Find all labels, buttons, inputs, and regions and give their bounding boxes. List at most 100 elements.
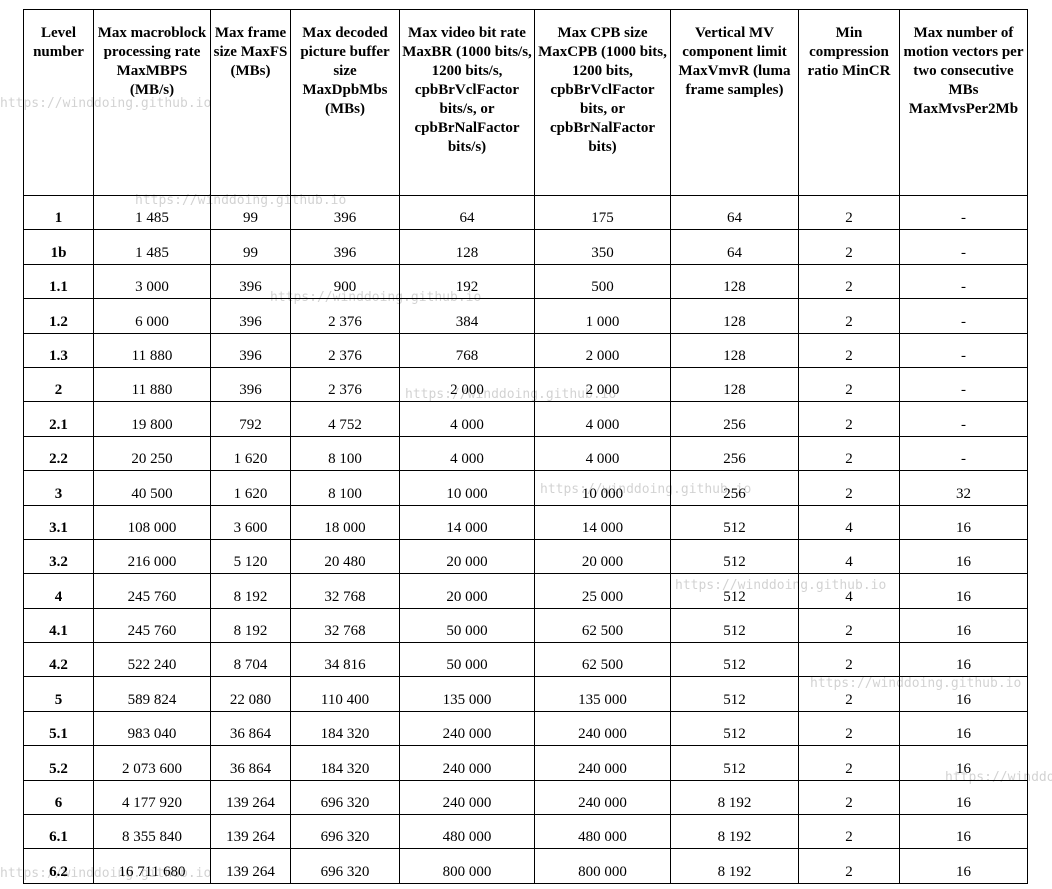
table-cell: 139 264: [210, 814, 291, 850]
table-cell: 384: [399, 298, 535, 334]
table-cell: 2 000: [534, 332, 671, 368]
table-cell: 2: [798, 263, 900, 300]
table-cell: 18 000: [290, 504, 400, 540]
table-cell: 184 320: [290, 745, 400, 781]
level-cell: 6.1: [23, 814, 94, 850]
table-cell: 696 320: [290, 848, 400, 884]
table-cell: 2: [798, 332, 900, 368]
table-cell: 2: [798, 848, 900, 884]
table-row: 6.2 16 711 680 139 264 696 320 800 000 800 00…: [23, 848, 1028, 884]
table-cell: 4 000: [534, 401, 671, 437]
table-cell: 512: [670, 573, 799, 609]
table-cell: 4: [798, 504, 900, 540]
table-cell: 512: [670, 504, 799, 540]
table-cell: 245 760: [93, 573, 211, 609]
table-cell: 1 620: [210, 435, 291, 472]
level-cell: 4.2: [23, 642, 94, 678]
table-cell: 2: [798, 470, 900, 506]
level-cell: 3: [23, 470, 94, 506]
table-cell: 2 376: [290, 298, 400, 334]
table-cell: 50 000: [399, 607, 535, 644]
header-row: Level number Max macroblock processing ra…: [23, 9, 1028, 196]
table-cell: 768: [399, 332, 535, 368]
table-cell: 396: [210, 298, 291, 334]
level-cell: 1.2: [23, 298, 94, 334]
table-cell: 240 000: [534, 710, 671, 747]
table-cell: 64: [670, 194, 799, 231]
table-cell: 16: [899, 814, 1028, 850]
table-cell: 64: [399, 194, 535, 231]
table-row: 1.3 11 880 396 2 376 768 2 000 128 2-: [23, 332, 1028, 368]
table-cell: 99: [210, 194, 291, 231]
table-row: 1.2 6 000 396 2 376 384 1 000 128 2-: [23, 298, 1028, 334]
table-row: 2 11 880 396 2 376 2 000 2 000 128 2-: [23, 366, 1028, 403]
level-cell: 6.2: [23, 848, 94, 884]
table-cell: 128: [399, 229, 535, 265]
table-cell: 14 000: [399, 504, 535, 540]
table-cell: 480 000: [534, 814, 671, 850]
table-cell: 256: [670, 435, 799, 472]
table-cell: 5 120: [210, 538, 291, 575]
table-cell: 522 240: [93, 642, 211, 678]
table-cell: 396: [290, 194, 400, 231]
table-row: 6.1 8 355 840 139 264 696 320 480 000 480 000…: [23, 814, 1028, 850]
table-cell: 32 768: [290, 573, 400, 609]
table-cell: -: [899, 401, 1028, 437]
table-cell: 16: [899, 607, 1028, 644]
table-cell: 14 000: [534, 504, 671, 540]
level-cell: 4: [23, 573, 94, 609]
table-cell: 128: [670, 298, 799, 334]
table-cell: 4 177 920: [93, 779, 211, 816]
table-cell: -: [899, 298, 1028, 334]
table-cell: 135 000: [399, 676, 535, 712]
table-cell: 240 000: [534, 779, 671, 816]
table-cell: 16: [899, 676, 1028, 712]
table-cell: 16: [899, 745, 1028, 781]
table-cell: 800 000: [399, 848, 535, 884]
table-cell: 8 192: [670, 779, 799, 816]
table-cell: 32 768: [290, 607, 400, 644]
table-cell: 25 000: [534, 573, 671, 609]
table-row: 1b 1 485 99 396 128 350 64 2-: [23, 229, 1028, 265]
table-cell: 512: [670, 745, 799, 781]
table-cell: 4 752: [290, 401, 400, 437]
table-cell: 40 500: [93, 470, 211, 506]
column-header: Max number of motion vectors per two con…: [899, 9, 1028, 196]
table-cell: 2 376: [290, 366, 400, 403]
column-header: Max decoded picture buffer size MaxDpbMb…: [290, 9, 400, 196]
table-cell: 62 500: [534, 642, 671, 678]
table-cell: 792: [210, 401, 291, 437]
table-cell: 20 250: [93, 435, 211, 472]
table-cell: 20 000: [399, 573, 535, 609]
table-cell: 512: [670, 642, 799, 678]
table-cell: 2: [798, 607, 900, 644]
table-cell: 3 000: [93, 263, 211, 300]
table-cell: 8 704: [210, 642, 291, 678]
table-cell: 2: [798, 814, 900, 850]
column-header: Max macroblock processing rate MaxMBPS (…: [93, 9, 211, 196]
table-cell: 110 400: [290, 676, 400, 712]
table-row: 1.1 3 000 396 900 192 500 128 2-: [23, 263, 1028, 300]
table-cell: 696 320: [290, 814, 400, 850]
level-cell: 2.1: [23, 401, 94, 437]
table-cell: 16: [899, 642, 1028, 678]
table-row: 3.1 108 000 3 600 18 000 14 000 14 000 512 4 16: [23, 504, 1028, 540]
table-cell: 2 073 600: [93, 745, 211, 781]
table-cell: 16: [899, 573, 1028, 609]
table-cell: 175: [534, 194, 671, 231]
column-header: Max CPB size MaxCPB (1000 bits, 1200 bit…: [534, 9, 671, 196]
table-cell: 8 100: [290, 470, 400, 506]
level-cell: 2: [23, 366, 94, 403]
column-header: Min compression ratio MinCR: [798, 9, 900, 196]
table-cell: -: [899, 229, 1028, 265]
table-cell: 32: [899, 470, 1028, 506]
table-cell: 128: [670, 332, 799, 368]
table-row: 5.2 2 073 600 36 864 184 320 240 000 240 000 5…: [23, 745, 1028, 781]
level-cell: 5.2: [23, 745, 94, 781]
table-cell: 20 480: [290, 538, 400, 575]
table-cell: 99: [210, 229, 291, 265]
table-cell: 2 000: [399, 366, 535, 403]
table-cell: 128: [670, 263, 799, 300]
